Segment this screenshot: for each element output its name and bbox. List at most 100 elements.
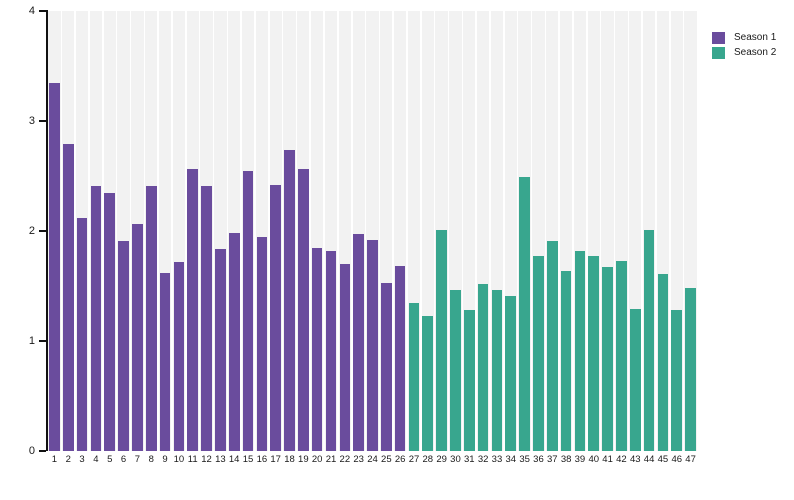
- bar-episode-18: [284, 149, 295, 451]
- x-tick-label: 47: [685, 454, 696, 465]
- x-tick-label: 12: [201, 454, 212, 465]
- bar-episode-23: [353, 234, 364, 451]
- y-tick-mark: [39, 10, 46, 12]
- x-tick-label: 22: [339, 454, 351, 465]
- bar-episode-27: [408, 302, 420, 451]
- y-tick-label: 4: [28, 4, 35, 17]
- x-tick-label: 32: [477, 454, 489, 465]
- x-tick-label: 30: [450, 454, 461, 465]
- x-tick-label: 13: [215, 454, 226, 465]
- x-tick-label: 26: [394, 454, 406, 465]
- bar-episode-39: [574, 250, 586, 451]
- bar-episode-3: [76, 217, 88, 451]
- x-tick-label: 38: [560, 454, 572, 465]
- legend-label-season-2: Season 2: [734, 47, 777, 58]
- y-tick-label: 0: [28, 444, 35, 457]
- bar-episode-2: [62, 144, 74, 451]
- bar-episode-22: [339, 264, 351, 451]
- y-tick-label: 1: [28, 334, 35, 347]
- x-tick-label: 31: [464, 454, 475, 465]
- x-tick-label: 8: [148, 454, 154, 465]
- x-tick-label: 41: [602, 454, 613, 465]
- bar-episode-10: [173, 261, 185, 451]
- bar-episode-40: [588, 256, 600, 451]
- bar-episode-16: [256, 236, 268, 451]
- x-tick-label: 37: [546, 454, 558, 465]
- x-tick-label: 29: [436, 454, 447, 465]
- bar-episode-6: [118, 240, 129, 451]
- bar-episode-4: [90, 185, 102, 451]
- x-tick-label: 15: [242, 454, 254, 465]
- bar-episode-31: [463, 310, 475, 451]
- x-tick-label: 6: [120, 454, 127, 465]
- bar-episode-15: [242, 170, 254, 451]
- x-tick-label: 2: [65, 454, 71, 465]
- bar-episode-9: [159, 272, 171, 451]
- x-tick-label: 28: [422, 454, 434, 465]
- bar-episode-14: [228, 233, 240, 451]
- bar-episode-44: [643, 229, 655, 451]
- bar-episode-25: [381, 282, 392, 451]
- y-tick-label: 3: [28, 114, 35, 127]
- legend-item-season-1: Season 1: [712, 30, 776, 45]
- x-tick-label: 16: [256, 454, 268, 465]
- season-2-swatch: [712, 46, 725, 59]
- bar-episode-41: [602, 267, 613, 451]
- season-1-swatch: [712, 31, 725, 44]
- y-tick-mark: [39, 450, 46, 452]
- bar-episode-24: [367, 239, 378, 451]
- x-tick-label: 20: [311, 454, 323, 465]
- y-tick-mark: [39, 120, 46, 122]
- x-tick-label: 18: [284, 454, 295, 465]
- x-tick-label: 39: [574, 454, 586, 465]
- x-tick-label: 11: [187, 454, 198, 465]
- x-tick-label: 44: [643, 454, 655, 465]
- y-tick-mark: [39, 340, 46, 342]
- bar-episode-8: [145, 185, 157, 451]
- bar-episode-37: [546, 240, 558, 451]
- bar-episode-32: [477, 283, 489, 451]
- bar-episode-35: [519, 177, 530, 451]
- bar-episode-19: [298, 169, 309, 451]
- bar-episode-21: [325, 250, 337, 451]
- x-tick-label: 36: [533, 454, 544, 465]
- legend: Season 1 Season 2: [712, 30, 776, 60]
- bar-episode-30: [450, 290, 461, 451]
- x-tick-label: 35: [519, 454, 530, 465]
- bar-episode-42: [616, 260, 627, 451]
- bar-episode-45: [657, 273, 669, 451]
- bar-episode-26: [394, 266, 406, 451]
- x-tick-label: 7: [134, 454, 141, 465]
- bar-episode-47: [685, 288, 696, 451]
- x-tick-label: 45: [657, 454, 669, 465]
- y-axis-spine: [46, 10, 48, 451]
- bar-episode-34: [505, 295, 517, 451]
- x-tick-label: 17: [270, 454, 281, 465]
- x-tick-label: 40: [588, 454, 600, 465]
- bar-episode-20: [311, 247, 323, 451]
- x-tick-label: 43: [629, 454, 641, 465]
- x-tick-label: 3: [79, 454, 85, 465]
- x-tick-label: 14: [228, 454, 240, 465]
- legend-label-season-1: Season 1: [734, 32, 777, 43]
- bar-episode-11: [187, 169, 199, 451]
- x-tick-label: 27: [408, 454, 420, 465]
- x-tick-label: 9: [162, 454, 168, 465]
- x-tick-label: 42: [616, 454, 627, 465]
- bar-episode-29: [436, 229, 447, 451]
- x-tick-label: 21: [325, 454, 337, 465]
- bar-episode-36: [533, 256, 544, 451]
- bar-episode-13: [215, 248, 226, 451]
- bar-episode-5: [104, 192, 116, 451]
- x-tick-label: 24: [367, 454, 378, 465]
- bar-episode-28: [422, 315, 434, 451]
- legend-item-season-2: Season 2: [712, 45, 776, 60]
- x-tick-label: 19: [298, 454, 309, 465]
- bar-episode-1: [49, 82, 60, 451]
- x-tick-label: 46: [671, 454, 683, 465]
- bar-episode-7: [132, 224, 143, 451]
- bar-episode-12: [201, 185, 212, 451]
- x-tick-label: 34: [505, 454, 517, 465]
- y-tick-mark: [39, 230, 46, 232]
